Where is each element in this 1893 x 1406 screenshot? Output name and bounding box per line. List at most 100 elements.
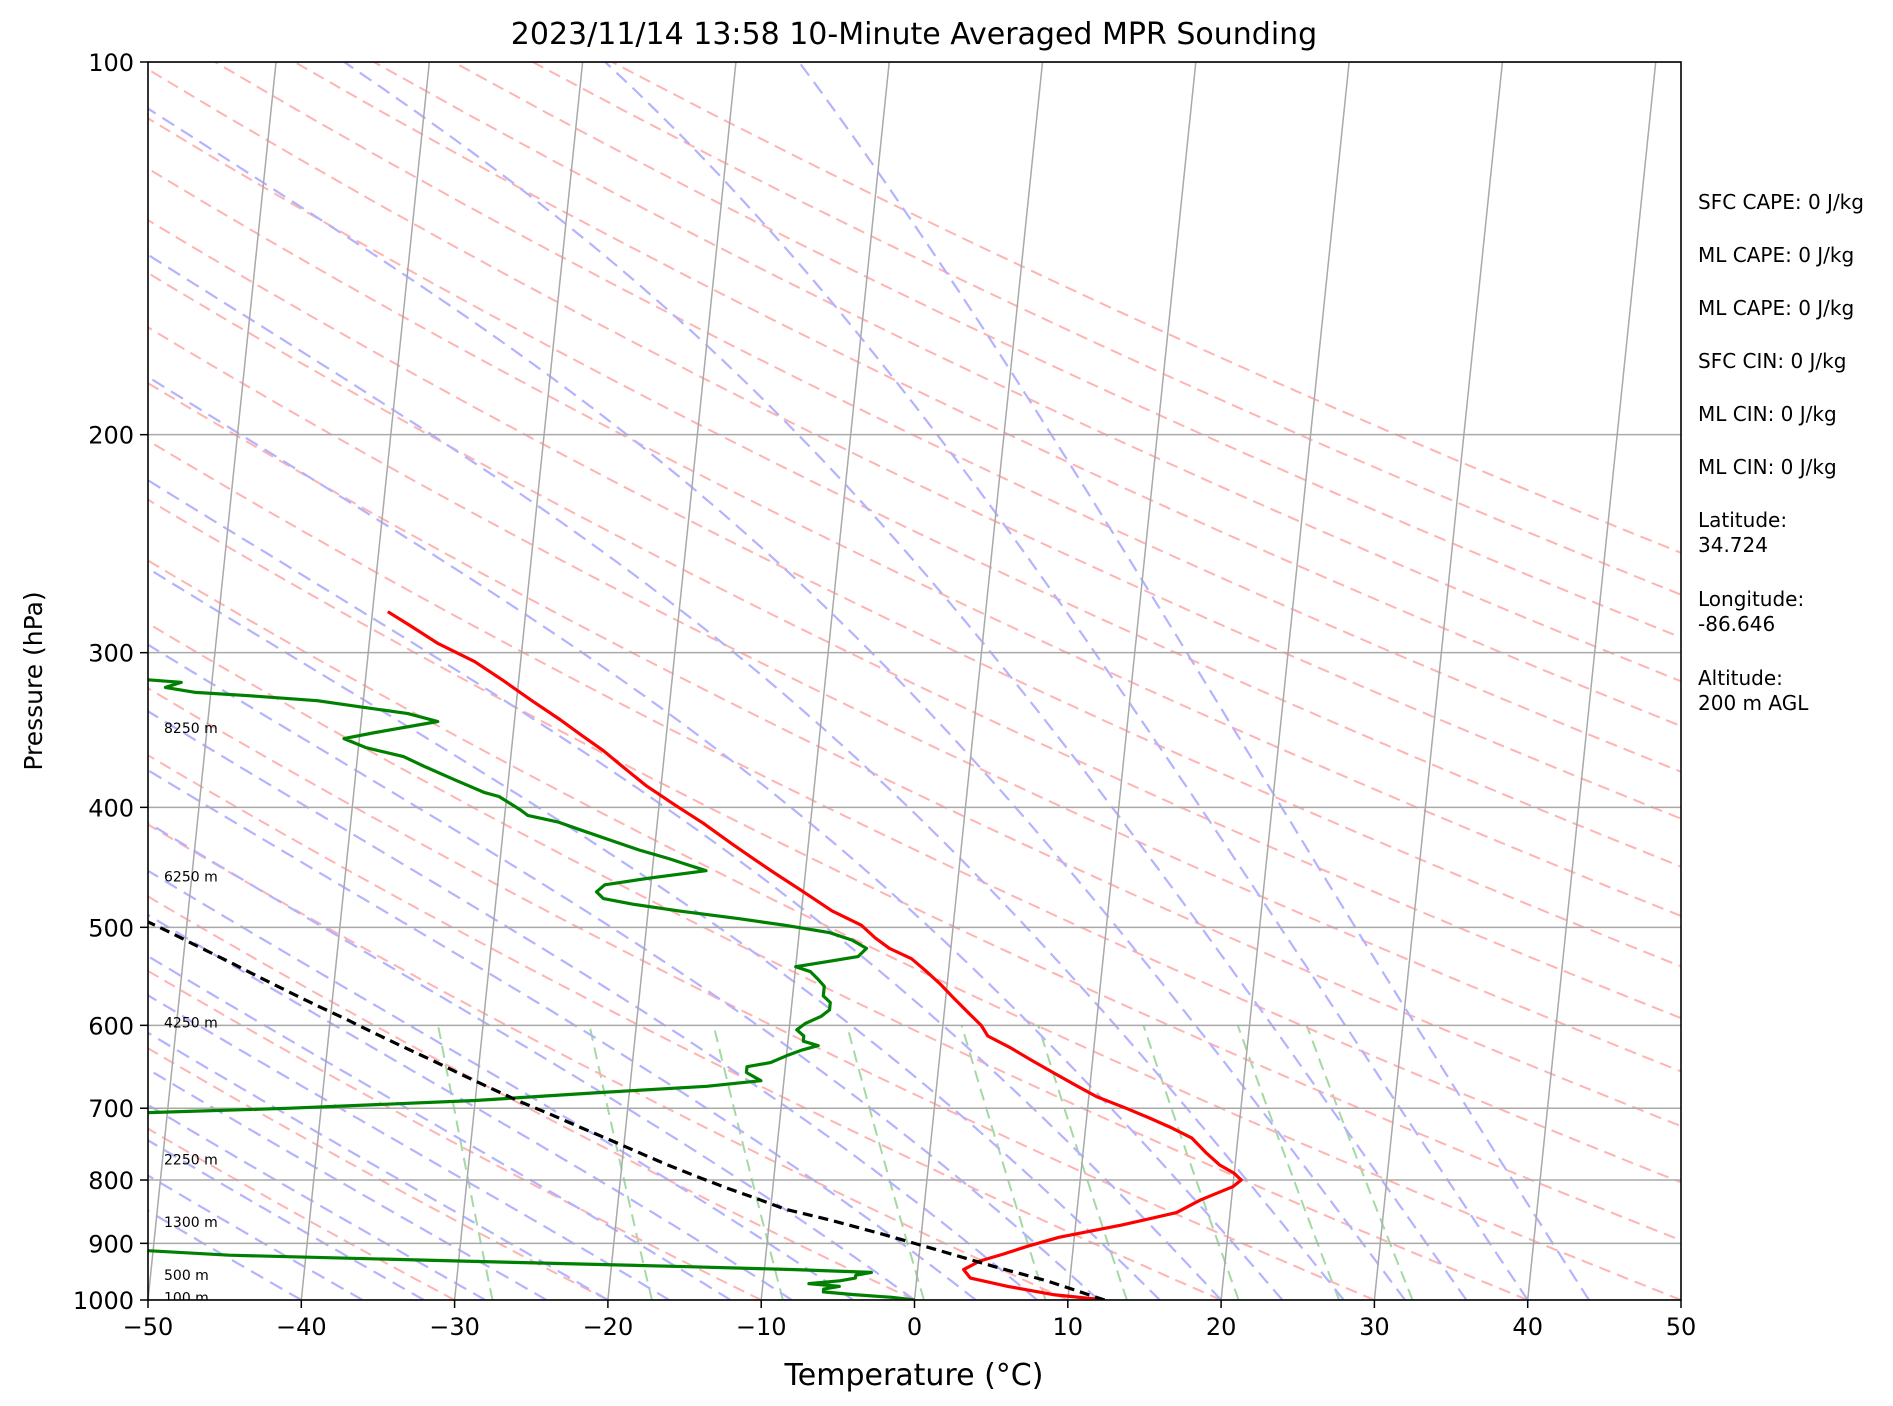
longitude-label: Longitude: — [1698, 587, 1805, 611]
y-tick-label: 900 — [88, 1230, 134, 1258]
isotherm-line — [453, 62, 584, 1300]
y-tick-label: 1000 — [73, 1287, 134, 1315]
x-tick-label: 0 — [907, 1313, 922, 1341]
dry-adiabat-line — [148, 622, 1529, 1300]
mixing-ratio-line — [437, 1025, 494, 1300]
dry-adiabat-line — [148, 1127, 456, 1300]
isotherm-line — [607, 62, 737, 1300]
height-label: 6250 m — [164, 870, 218, 886]
y-axis-label: Pressure (hPa) — [19, 591, 48, 770]
dry-adiabat-line — [532, 62, 1681, 596]
moist-adiabat-line — [148, 913, 793, 1300]
y-axis-ticks: 100 200 300 400 500 600 700 800 900 1000 — [73, 49, 148, 1315]
moist-adiabat-line — [148, 821, 916, 1300]
x-tick-label: 10 — [1053, 1313, 1084, 1341]
stat-ml-cin-2: ML CIN: 0 J/kg — [1698, 455, 1837, 479]
dry-adiabat-line — [148, 895, 915, 1300]
height-label: 4250 m — [164, 1016, 218, 1032]
moist-adiabat-line — [148, 375, 1284, 1300]
stat-ml-cin: ML CIN: 0 J/kg — [1698, 402, 1837, 426]
latitude-label: Latitude: — [1698, 508, 1788, 532]
dry-adiabat-line — [148, 754, 1222, 1300]
x-axis-ticks: −50 −40 −30 −20 −10 0 10 20 30 40 50 — [123, 1300, 1697, 1341]
mixing-ratio-line — [1236, 1025, 1341, 1300]
chart-title: 2023/11/14 13:58 10-Minute Averaged MPR … — [511, 17, 1317, 52]
x-axis-label: Temperature (°C) — [784, 1358, 1044, 1393]
dry-adiabat-line — [148, 218, 1681, 968]
altitude-label: Altitude: — [1698, 666, 1783, 690]
isotherm-line — [300, 62, 431, 1300]
moist-adiabat-line — [148, 567, 1161, 1300]
height-label: 500 m — [164, 1268, 209, 1284]
dry-adiabat-line — [148, 326, 1681, 1073]
moist-adiabat-line — [148, 709, 1038, 1300]
mixing-ratio-line — [1142, 1025, 1240, 1300]
isotherms — [148, 62, 1681, 1300]
dry-adiabat-line — [148, 439, 1681, 1184]
moist-adiabat-line — [343, 62, 1468, 1300]
dry-adiabat-line — [148, 823, 1069, 1300]
plot-frame — [147, 61, 1682, 1301]
altitude-block: Altitude: 200 m AGL — [1698, 666, 1888, 716]
dewpoint-line — [148, 678, 915, 1300]
isotherm-line — [913, 62, 1044, 1300]
moist-adiabat-line — [604, 62, 1529, 1300]
moist-adiabats — [148, 62, 1590, 1300]
temperature-line — [386, 610, 1243, 1300]
latitude-value: 34.724 — [1698, 533, 1768, 557]
isotherm-line — [760, 62, 890, 1300]
moist-adiabat-line — [148, 253, 1345, 1300]
moist-adiabat-line — [148, 107, 1406, 1300]
mixing-ratio-line — [1037, 1025, 1128, 1300]
stat-sfc-cape: SFC CAPE: 0 J/kg — [1698, 190, 1864, 214]
moist-adiabat-line — [148, 478, 1222, 1300]
y-tick-label: 700 — [88, 1095, 134, 1123]
dry-adiabat-line — [148, 498, 1681, 1242]
isotherm-line — [1526, 62, 1657, 1300]
moist-adiabat-line — [148, 1068, 548, 1300]
dry-adiabat-line — [148, 271, 1681, 1020]
x-tick-label: −40 — [276, 1313, 327, 1341]
moist-adiabat-line — [148, 1103, 486, 1300]
y-tick-label: 300 — [88, 640, 134, 668]
y-tick-label: 100 — [88, 49, 134, 77]
moist-adiabat-line — [148, 768, 977, 1300]
y-tick-label: 400 — [88, 794, 134, 822]
stat-sfc-cin: SFC CIN: 0 J/kg — [1698, 349, 1847, 373]
longitude-value: -86.646 — [1698, 612, 1776, 636]
mixing-ratio-line — [1305, 1025, 1414, 1300]
height-label: 100 m — [164, 1290, 209, 1306]
x-tick-label: −10 — [736, 1313, 787, 1341]
stat-ml-cape-2: ML CAPE: 0 J/kg — [1698, 296, 1855, 320]
x-tick-label: 50 — [1666, 1313, 1697, 1341]
moist-adiabat-line — [148, 869, 854, 1300]
isotherm-line — [1067, 62, 1197, 1300]
height-label: 2250 m — [164, 1152, 218, 1168]
x-tick-label: 30 — [1359, 1313, 1390, 1341]
dry-adiabat-line — [214, 62, 1681, 773]
mixing-ratio-line — [960, 1025, 1047, 1300]
altitude-value: 200 m AGL — [1698, 691, 1809, 715]
dry-adiabat-line — [452, 62, 1681, 639]
dry-adiabat-line — [148, 68, 1681, 820]
isotherm-line — [1373, 62, 1504, 1300]
height-labels: 8250 m 6250 m 4250 m 2250 m 1300 m 500 m 100 m — [164, 721, 218, 1306]
height-label: 1300 m — [164, 1215, 218, 1231]
y-tick-label: 600 — [88, 1012, 134, 1040]
parcel-path-line — [148, 920, 1106, 1300]
moist-adiabat-line — [798, 62, 1590, 1300]
x-tick-label: −20 — [583, 1313, 634, 1341]
isotherm-line — [148, 62, 277, 1300]
x-tick-label: −30 — [429, 1313, 480, 1341]
dry-adiabat-line — [373, 62, 1681, 683]
plot-area: 8250 m 6250 m 4250 m 2250 m 1300 m 500 m 100 m — [148, 62, 1681, 1306]
latitude-block: Latitude: 34.724 — [1698, 508, 1888, 558]
stats-panel: SFC CAPE: 0 J/kg ML CAPE: 0 J/kg ML CAPE… — [1698, 190, 1888, 745]
stat-ml-cape: ML CAPE: 0 J/kg — [1698, 243, 1855, 267]
isotherm-line — [1220, 62, 1350, 1300]
y-tick-label: 800 — [88, 1167, 134, 1195]
sounding-series — [148, 610, 1243, 1300]
x-tick-label: 20 — [1206, 1313, 1237, 1341]
height-label: 8250 m — [164, 721, 218, 737]
